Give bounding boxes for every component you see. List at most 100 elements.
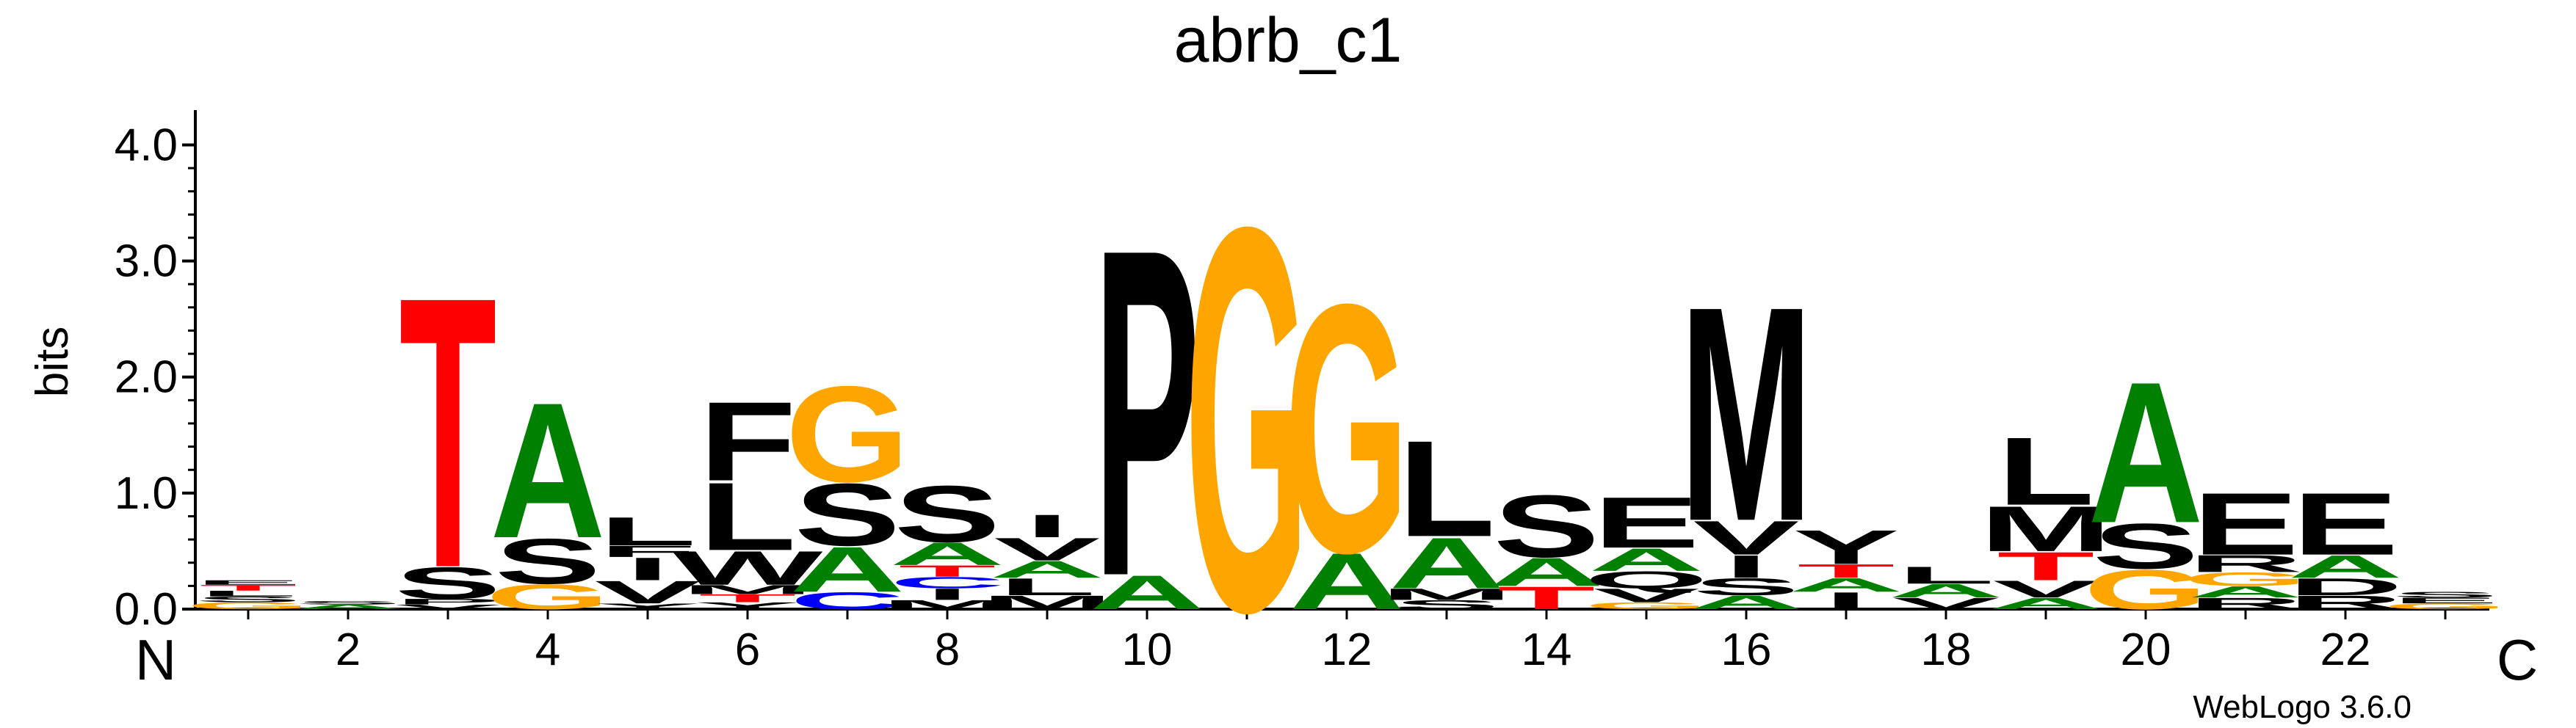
logo-letter: A bbox=[2188, 583, 2304, 601]
logo-letter: M bbox=[1980, 493, 2113, 565]
logo-letter: S bbox=[395, 558, 502, 608]
logo-letter: D bbox=[2288, 573, 2403, 600]
x-tick-label: 22 bbox=[2320, 625, 2371, 675]
logo-letter: T bbox=[699, 592, 797, 605]
y-tick-label: 2.0 bbox=[115, 352, 178, 403]
x-tick-label: 6 bbox=[735, 625, 760, 675]
logo-letter: P bbox=[395, 597, 502, 606]
x-tick-label: 4 bbox=[535, 625, 560, 675]
y-tick-label: 1.0 bbox=[115, 468, 178, 519]
logo-letter: Q bbox=[1585, 567, 1709, 594]
logo-letter: S bbox=[1693, 573, 1800, 600]
logo-letter: R bbox=[2188, 594, 2304, 613]
logo-letter: E bbox=[2293, 475, 2399, 574]
logo-letter: T bbox=[1498, 580, 1596, 616]
weblogo-credit: WebLogo 3.6.0 bbox=[2193, 689, 2412, 725]
c-terminus-label: C bbox=[2497, 627, 2538, 692]
logo-letter: T bbox=[899, 562, 996, 580]
logo-letter: A bbox=[990, 556, 1105, 583]
logo-letter: V bbox=[1893, 594, 2000, 613]
x-tick-label: 10 bbox=[1122, 625, 1173, 675]
logo-letter: P bbox=[1094, 151, 1201, 674]
logo-letter: C bbox=[890, 574, 1005, 592]
logo-letter: A bbox=[1689, 592, 1804, 613]
logo-letter: A bbox=[1889, 580, 2004, 601]
logo-letter: G bbox=[1185, 113, 1309, 726]
logo-letter: M bbox=[881, 597, 1014, 612]
logo-letter: A bbox=[1289, 536, 1405, 626]
logo-letter: I bbox=[1824, 587, 1868, 614]
logo-letter: T bbox=[1798, 560, 1895, 581]
logo-letter: G bbox=[187, 600, 311, 611]
logo-letter: Y bbox=[595, 602, 701, 611]
logo-letter: G bbox=[2184, 569, 2308, 590]
logo-letter: F bbox=[699, 379, 797, 505]
logo-letter: S bbox=[795, 465, 901, 564]
logo-letter: M bbox=[981, 592, 1114, 613]
logo-letter: E bbox=[2193, 475, 2299, 574]
n-terminus-label: N bbox=[135, 627, 176, 692]
y-tick-label: 4.0 bbox=[115, 120, 178, 170]
logo-letter: S bbox=[2392, 590, 2499, 599]
logo-letter: A bbox=[2088, 341, 2204, 565]
logo-letter: L bbox=[1398, 412, 1496, 565]
x-tick-label: 2 bbox=[336, 625, 361, 675]
logo-letter: A bbox=[491, 363, 606, 579]
logo-letter: A bbox=[890, 536, 1005, 572]
x-tick-label: 16 bbox=[1721, 625, 1772, 675]
logo-letter: S bbox=[295, 600, 402, 605]
logo-letter: M bbox=[1680, 244, 1813, 585]
logo-letter: V bbox=[994, 531, 1101, 567]
logo-letter: E bbox=[1593, 482, 1700, 564]
logo-letter: I bbox=[1724, 549, 1768, 585]
x-tick-label: 8 bbox=[935, 625, 960, 675]
logo-letter: R bbox=[2288, 592, 2403, 613]
logo-letter: L bbox=[999, 573, 1096, 600]
logo-letter: T bbox=[399, 217, 497, 649]
logo-letter: L bbox=[699, 463, 797, 571]
logo-letter: A bbox=[2288, 549, 2403, 585]
logo-letter: G bbox=[1585, 600, 1709, 611]
logo-letter: G bbox=[2384, 602, 2508, 611]
logo-letter: L bbox=[200, 589, 297, 598]
logo-letter: S bbox=[495, 525, 601, 597]
logo-letter: A bbox=[1389, 523, 1505, 604]
logo-letter: L bbox=[599, 509, 697, 553]
logo-letter: V bbox=[395, 603, 502, 611]
logo-letter: W bbox=[672, 542, 823, 595]
logo-letter: V bbox=[1593, 585, 1700, 606]
logo-letter: S bbox=[894, 469, 1001, 558]
x-tick-label: 12 bbox=[1322, 625, 1372, 675]
x-tick-label: 14 bbox=[1522, 625, 1572, 675]
y-tick-label: 3.0 bbox=[115, 236, 178, 287]
logo-letter: L bbox=[1997, 418, 2095, 525]
logo-letter: C bbox=[790, 587, 905, 614]
x-tick-label: 20 bbox=[2121, 625, 2171, 675]
logo-letter: V bbox=[595, 575, 701, 611]
logo-letter: S bbox=[195, 595, 302, 604]
logo-letter: I bbox=[925, 585, 969, 603]
logo-letter: V bbox=[1993, 575, 2099, 603]
plot-area: 0.01.02.03.04.02 4 6 8 10 12 14 16 18 20 22GSLTEAS… bbox=[115, 110, 2508, 726]
logo-letter: R bbox=[2188, 550, 2304, 577]
y-axis-label: bits bbox=[27, 327, 78, 397]
logo-letter: E bbox=[2392, 596, 2499, 605]
logo-letter: I bbox=[1025, 508, 1069, 544]
logo-letter: A bbox=[1789, 574, 1904, 595]
logo-letter: A bbox=[790, 534, 905, 605]
logo-letter: I bbox=[626, 551, 670, 587]
logo-letter: F bbox=[599, 542, 697, 561]
logo-letter: G bbox=[486, 578, 610, 617]
logo-letter: V bbox=[1693, 512, 1800, 565]
logo-letter: A bbox=[1489, 550, 1604, 594]
logo-letter: T bbox=[200, 583, 297, 592]
logo-letter: E bbox=[195, 579, 302, 586]
logo-letter: Y bbox=[1793, 520, 1900, 574]
logo-letter: A bbox=[291, 603, 406, 611]
logo-letter: S bbox=[2093, 511, 2199, 583]
logo-letter: T bbox=[1997, 544, 2095, 589]
logo-letter: A bbox=[1090, 566, 1205, 619]
logo-letter: Y bbox=[695, 600, 801, 611]
logo-letter: A bbox=[1989, 594, 2104, 613]
